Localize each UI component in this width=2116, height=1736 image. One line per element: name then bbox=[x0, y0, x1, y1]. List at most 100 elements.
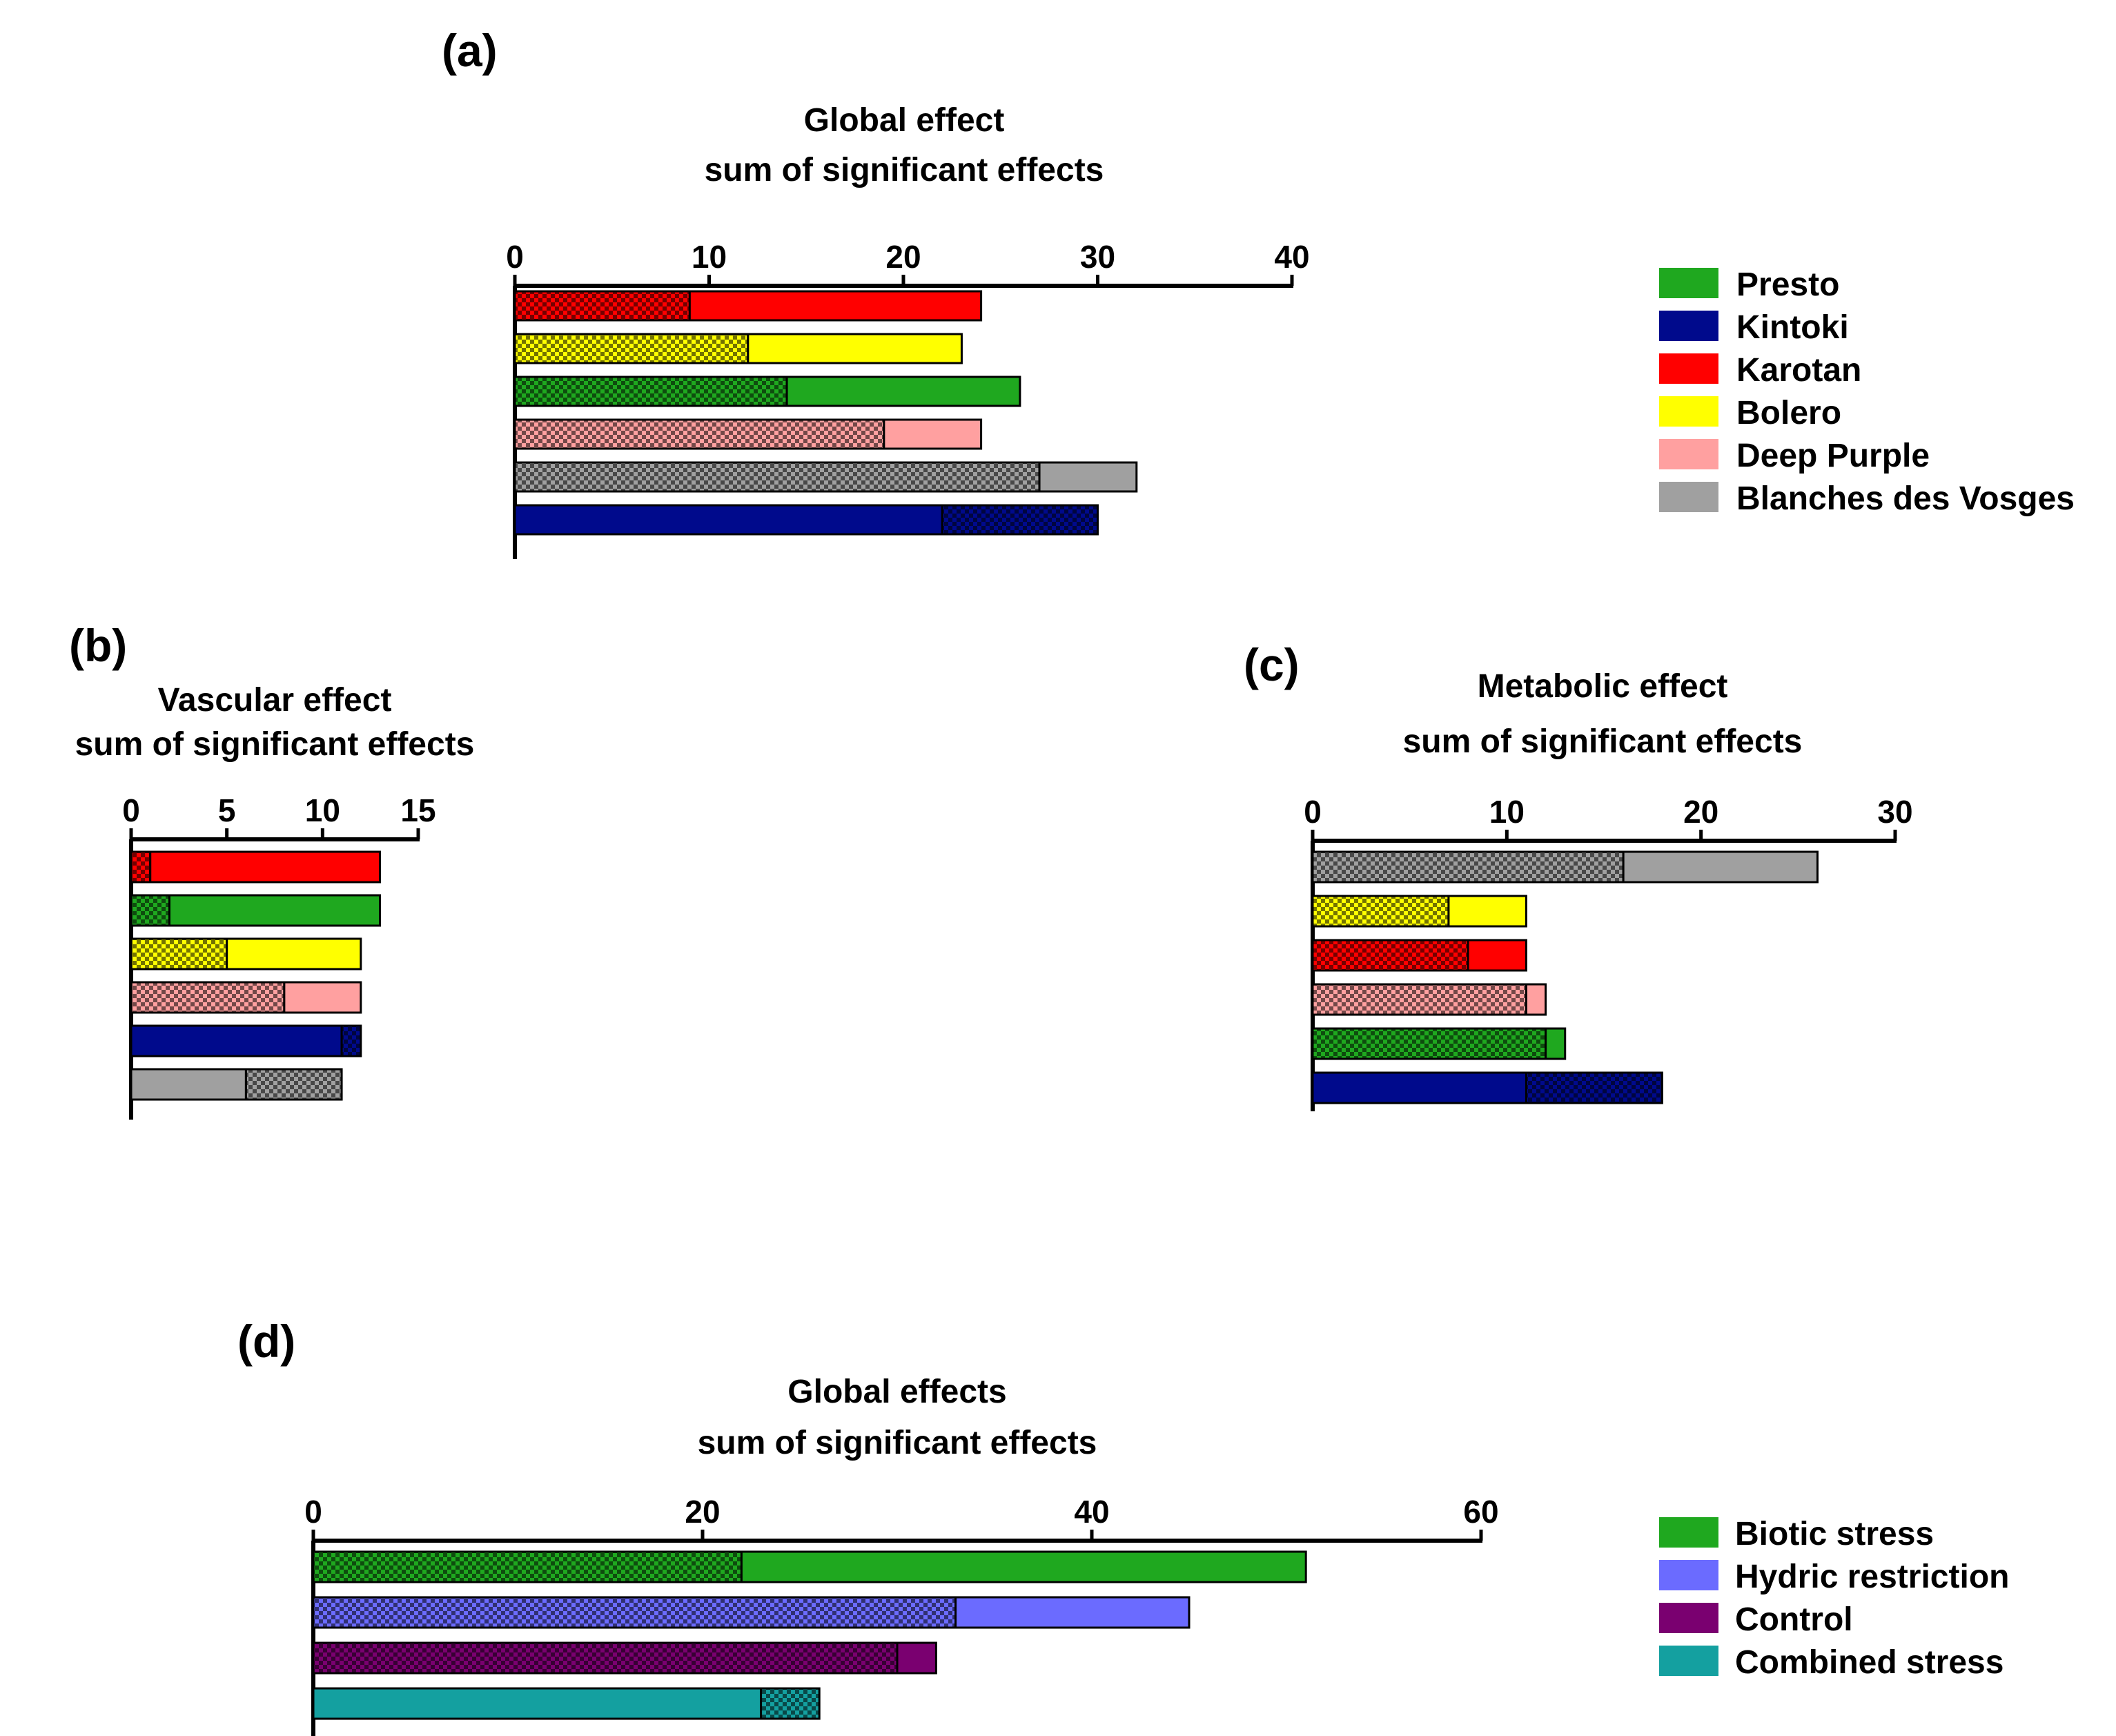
panel-c: (c) Metabolic effect sum of significant ef… bbox=[1244, 639, 1913, 1111]
panel-b: (b) Vascular effect sum of significant eff… bbox=[69, 620, 474, 1120]
x-tick-label: 0 bbox=[1304, 794, 1322, 830]
bar-segment-hatched-presto bbox=[130, 894, 170, 927]
bar-segment-hatched-karotan bbox=[1311, 939, 1469, 972]
x-tick-label: 0 bbox=[304, 1494, 322, 1530]
bar-segment-hatched-combined-stress bbox=[760, 1687, 821, 1720]
x-tick-label: 15 bbox=[400, 792, 435, 828]
bar-segment-solid-blanches-des-vosges bbox=[1622, 850, 1819, 884]
legend-label-hydric-restriction: Hydric restriction bbox=[1735, 1559, 2009, 1595]
x-tick-label: 30 bbox=[1877, 794, 1912, 830]
legend-label-deep-purple: Deep Purple bbox=[1736, 438, 1930, 474]
legend-label-control: Control bbox=[1735, 1601, 1853, 1638]
chart-subtitle: sum of significant effects bbox=[705, 152, 1104, 188]
legend-swatch-bolero bbox=[1659, 396, 1718, 427]
bar-segment-solid-deep-purple bbox=[883, 418, 983, 450]
bar-segment-solid-control bbox=[896, 1641, 937, 1675]
bar-segment-hatched-presto bbox=[1311, 1027, 1547, 1060]
bar-segment-solid-kintoki bbox=[130, 1024, 343, 1057]
bar-presto bbox=[1311, 1027, 1567, 1060]
bar-bolero bbox=[1311, 895, 1527, 928]
x-tick-label: 20 bbox=[1683, 794, 1718, 830]
bar-segment-solid-combined-stress bbox=[312, 1687, 763, 1720]
legend-label-biotic-stress: Biotic stress bbox=[1735, 1516, 1934, 1552]
chart-subtitle: sum of significant effects bbox=[1403, 723, 1803, 760]
legend-a: Presto Kintoki Karotan Bolero Deep Purple Bla… bbox=[1659, 266, 2075, 517]
bar-presto bbox=[513, 376, 1021, 407]
bar-karotan bbox=[130, 850, 382, 884]
legend-swatch-hydric-restriction bbox=[1659, 1560, 1718, 1590]
bar-kintoki bbox=[513, 504, 1099, 536]
bar-segment-hatched-kintoki bbox=[941, 504, 1099, 536]
x-tick-label: 5 bbox=[218, 792, 236, 828]
panel-d: (d) Global effects sum of significant effe… bbox=[237, 1316, 1499, 1736]
bar-segment-solid-presto bbox=[785, 376, 1021, 407]
legend-swatch-combined-stress bbox=[1659, 1646, 1718, 1676]
bar-karotan bbox=[1311, 939, 1527, 972]
legend-swatch-kintoki bbox=[1659, 311, 1718, 341]
bar-combined-stress bbox=[312, 1687, 821, 1720]
bar-segment-solid-biotic-stress bbox=[740, 1550, 1307, 1583]
x-tick-label: 30 bbox=[1080, 239, 1115, 275]
bar-deep-purple bbox=[130, 981, 362, 1014]
x-tick-label: 0 bbox=[506, 239, 524, 275]
bar-blanches-des-vosges bbox=[1311, 850, 1819, 884]
legend-label-combined-stress: Combined stress bbox=[1735, 1644, 2004, 1681]
legend-swatch-deep-purple bbox=[1659, 439, 1718, 469]
bar-segment-hatched-karotan bbox=[130, 850, 152, 884]
chart-title: Global effect bbox=[804, 102, 1005, 139]
bar-deep-purple bbox=[1311, 983, 1547, 1016]
bar-karotan bbox=[513, 290, 983, 322]
chart-title: Vascular effect bbox=[158, 682, 392, 719]
bar-segment-hatched-kintoki bbox=[340, 1024, 362, 1057]
legend-label-blanches-des-vosges: Blanches des Vosges bbox=[1736, 480, 2075, 517]
bar-segment-solid-karotan bbox=[149, 850, 382, 884]
bar-segment-hatched-bolero bbox=[1311, 895, 1450, 928]
bar-segment-solid-bolero bbox=[226, 937, 362, 971]
bar-segment-solid-bolero bbox=[1447, 895, 1527, 928]
bar-segment-hatched-blanches-des-vosges bbox=[513, 461, 1041, 493]
bar-deep-purple bbox=[513, 418, 983, 450]
x-tick-label: 40 bbox=[1274, 239, 1309, 275]
bar-segment-hatched-blanches-des-vosges bbox=[1311, 850, 1625, 884]
bar-segment-solid-blanches-des-vosges bbox=[130, 1068, 247, 1101]
legend-swatch-control bbox=[1659, 1603, 1718, 1633]
bar-segment-hatched-control bbox=[312, 1641, 899, 1675]
bar-segment-solid-presto bbox=[168, 894, 382, 927]
panel-label: (d) bbox=[237, 1316, 295, 1367]
panel-label: (c) bbox=[1244, 639, 1300, 690]
bar-segment-hatched-deep-purple bbox=[1311, 983, 1527, 1016]
bar-segment-solid-karotan bbox=[688, 290, 983, 322]
x-tick-label: 20 bbox=[885, 239, 921, 275]
bar-segment-hatched-biotic-stress bbox=[312, 1550, 743, 1583]
bar-control bbox=[312, 1641, 937, 1675]
bar-segment-hatched-kintoki bbox=[1525, 1071, 1663, 1104]
bar-segment-hatched-bolero bbox=[513, 333, 750, 364]
x-tick-label: 10 bbox=[1489, 794, 1525, 830]
bar-segment-solid-kintoki bbox=[513, 504, 943, 536]
legend-label-karotan: Karotan bbox=[1736, 352, 1861, 389]
bar-bolero bbox=[130, 937, 362, 971]
legend-label-kintoki: Kintoki bbox=[1736, 309, 1849, 346]
bar-blanches-des-vosges bbox=[513, 461, 1138, 493]
bar-segment-solid-deep-purple bbox=[1525, 983, 1547, 1016]
chart-subtitle: sum of significant effects bbox=[75, 726, 475, 763]
panel-label: (b) bbox=[69, 620, 127, 671]
legend-d: Biotic stress Hydric restriction Control Co… bbox=[1659, 1516, 2009, 1681]
chart-subtitle: sum of significant effects bbox=[698, 1425, 1097, 1461]
bar-biotic-stress bbox=[312, 1550, 1307, 1583]
x-tick-label: 60 bbox=[1463, 1494, 1498, 1530]
bar-segment-solid-blanches-des-vosges bbox=[1038, 461, 1138, 493]
bar-segment-solid-presto bbox=[1545, 1027, 1567, 1060]
x-tick-label: 10 bbox=[692, 239, 727, 275]
chart-title: Global effects bbox=[787, 1374, 1006, 1410]
legend-swatch-karotan bbox=[1659, 353, 1718, 384]
legend-label-presto: Presto bbox=[1736, 266, 1839, 303]
bar-blanches-des-vosges bbox=[130, 1068, 343, 1101]
bar-segment-solid-kintoki bbox=[1311, 1071, 1527, 1104]
bar-segment-hatched-hydric-restriction bbox=[312, 1596, 957, 1629]
bar-kintoki bbox=[130, 1024, 362, 1057]
panel-a: (a) Global effect sum of significant effec… bbox=[442, 25, 1310, 559]
legend-swatch-blanches-des-vosges bbox=[1659, 482, 1718, 512]
x-tick-label: 0 bbox=[122, 792, 140, 828]
bar-bolero bbox=[513, 333, 963, 364]
